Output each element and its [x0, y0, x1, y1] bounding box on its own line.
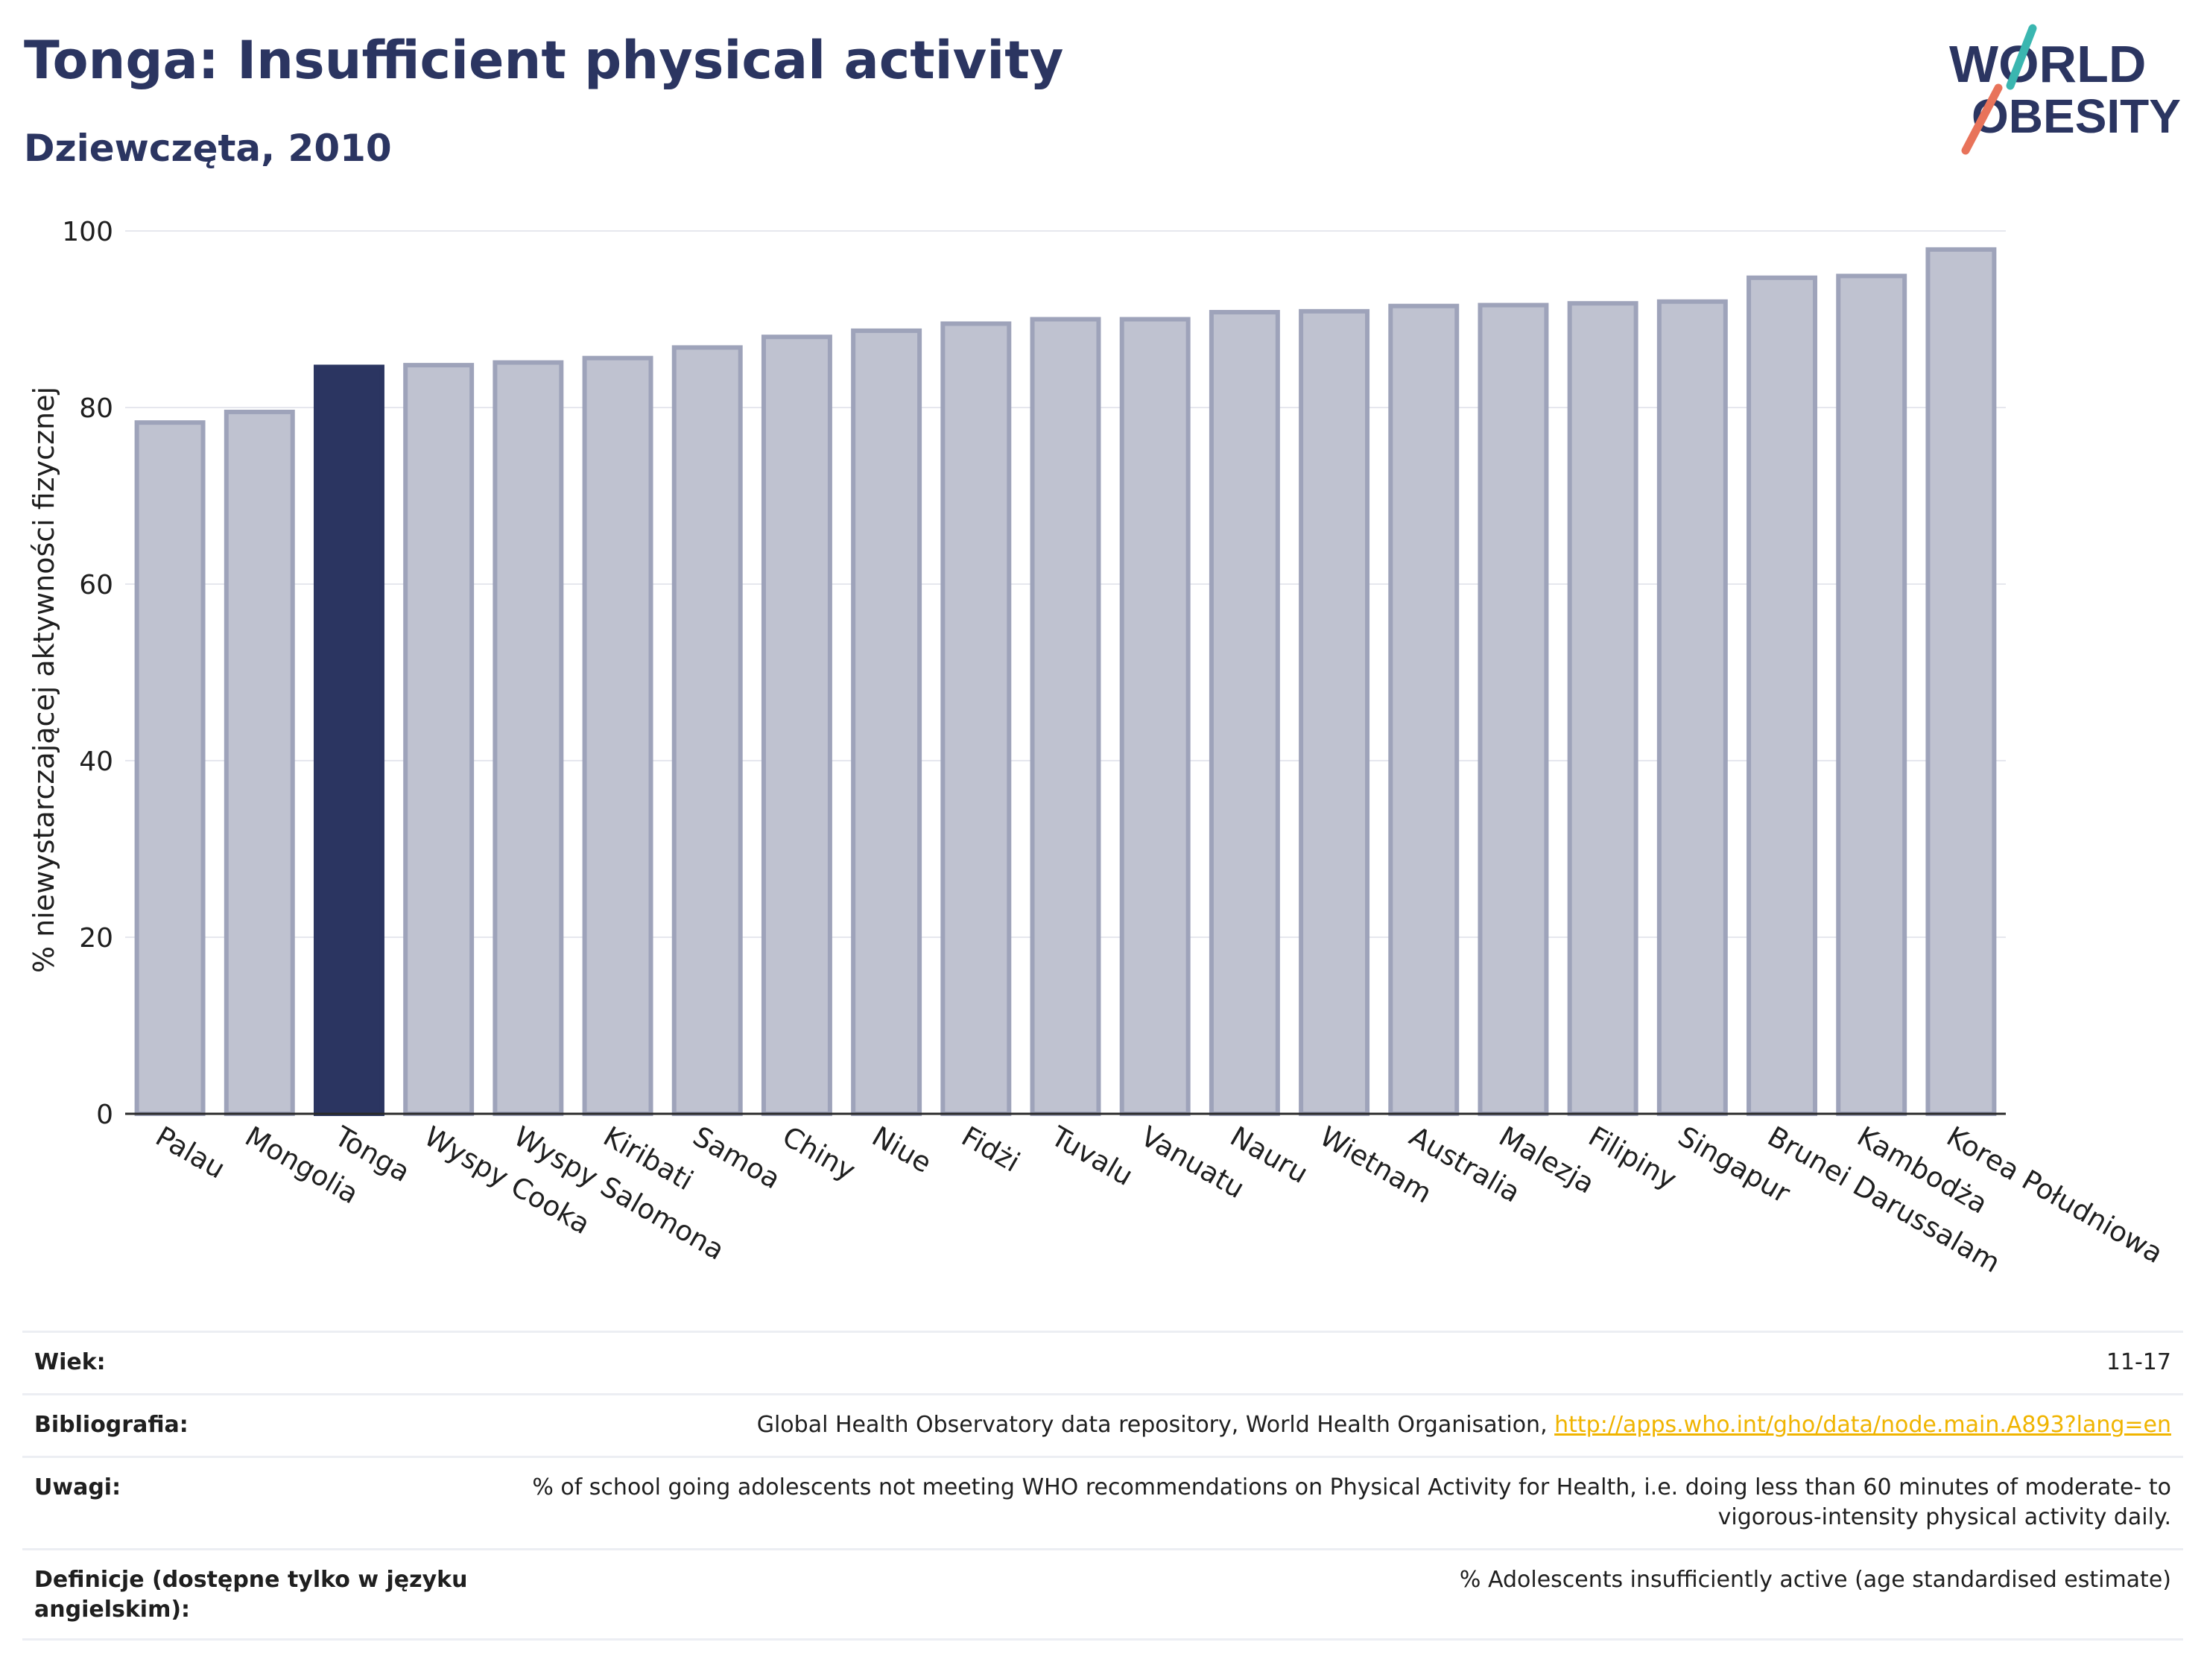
meta-row-notes: Uwagi: % of school going adolescents not…: [22, 1456, 2183, 1548]
bar: [761, 335, 832, 1117]
bibliography-label: Bibliografia:: [34, 1412, 189, 1438]
metadata-table: Wiek: 11-17 Bibliografia: Global Health …: [22, 1331, 2183, 1641]
bar: [1299, 308, 1370, 1117]
age-label: Wiek:: [34, 1349, 106, 1375]
bibliography-text: Global Health Observatory data repositor…: [756, 1412, 1555, 1438]
bar: [1209, 310, 1280, 1116]
x-tick-label: Samoa: [688, 1120, 786, 1196]
logo-line2: OBESITY: [1972, 89, 2181, 143]
y-tick-label: 80: [79, 393, 113, 424]
bar: [671, 345, 743, 1116]
bar: [493, 360, 564, 1116]
y-tick-label: 0: [96, 1100, 113, 1130]
bar: [1388, 303, 1460, 1117]
bar: [582, 355, 653, 1116]
meta-row-age: Wiek: 11-17: [22, 1331, 2183, 1393]
bar: [851, 328, 922, 1116]
x-tick-label: Chiny: [777, 1120, 861, 1188]
bibliography-link[interactable]: http://apps.who.int/gho/data/node.main.A…: [1554, 1412, 2171, 1438]
y-tick-labels: 0 20 40 60 80 100: [62, 217, 113, 1130]
y-tick-label: 20: [79, 923, 113, 954]
bar: [1567, 301, 1638, 1116]
bar-highlighted: [314, 364, 384, 1116]
bibliography-value: Global Health Observatory data repositor…: [757, 1410, 2171, 1440]
bar: [1836, 273, 1907, 1116]
x-tick-label: Niue: [867, 1120, 937, 1179]
bar: [1656, 299, 1728, 1116]
definitions-value: % Adolescents insufficiently active (age…: [1459, 1567, 2171, 1593]
x-tick-label: Palau: [151, 1120, 231, 1185]
age-value: 11-17: [2106, 1349, 2171, 1375]
logo-line1: WORLD: [1949, 35, 2146, 93]
y-tick-label: 60: [79, 570, 113, 600]
bar: [940, 321, 1012, 1116]
notes-value: % of school going adolescents not meetin…: [532, 1474, 2171, 1530]
notes-label: Uwagi:: [34, 1474, 121, 1500]
definitions-label: Definicje (dostępne tylko w języku angie…: [34, 1567, 468, 1623]
bar: [1119, 317, 1191, 1116]
y-tick-label: 40: [79, 747, 113, 777]
y-axis-label: % niewystarczającej aktywności fizycznej: [28, 387, 60, 973]
world-obesity-logo: WORLD OBESITY: [1949, 24, 2181, 155]
bar: [1747, 275, 1817, 1116]
x-tick-label: Vanuatu: [1136, 1120, 1250, 1205]
x-tick-label: Fidżi: [956, 1120, 1025, 1179]
bar: [224, 409, 295, 1116]
x-tick-label: Tuvalu: [1045, 1120, 1139, 1192]
bars: [134, 247, 1997, 1117]
bar: [403, 363, 475, 1116]
meta-row-definitions: Definicje (dostępne tylko w języku angie…: [22, 1548, 2183, 1641]
bar: [1030, 317, 1101, 1116]
bar: [134, 420, 206, 1116]
chart-subtitle: Dziewczęta, 2010: [24, 127, 392, 170]
bar: [1478, 302, 1549, 1116]
x-tick-label: Filipiny: [1583, 1120, 1682, 1196]
bar: [1925, 247, 1997, 1116]
y-tick-label: 100: [62, 217, 113, 247]
page-title: Tonga: Insufficient physical activity: [24, 30, 1064, 91]
meta-row-bibliography: Bibliografia: Global Health Observatory …: [22, 1393, 2183, 1456]
